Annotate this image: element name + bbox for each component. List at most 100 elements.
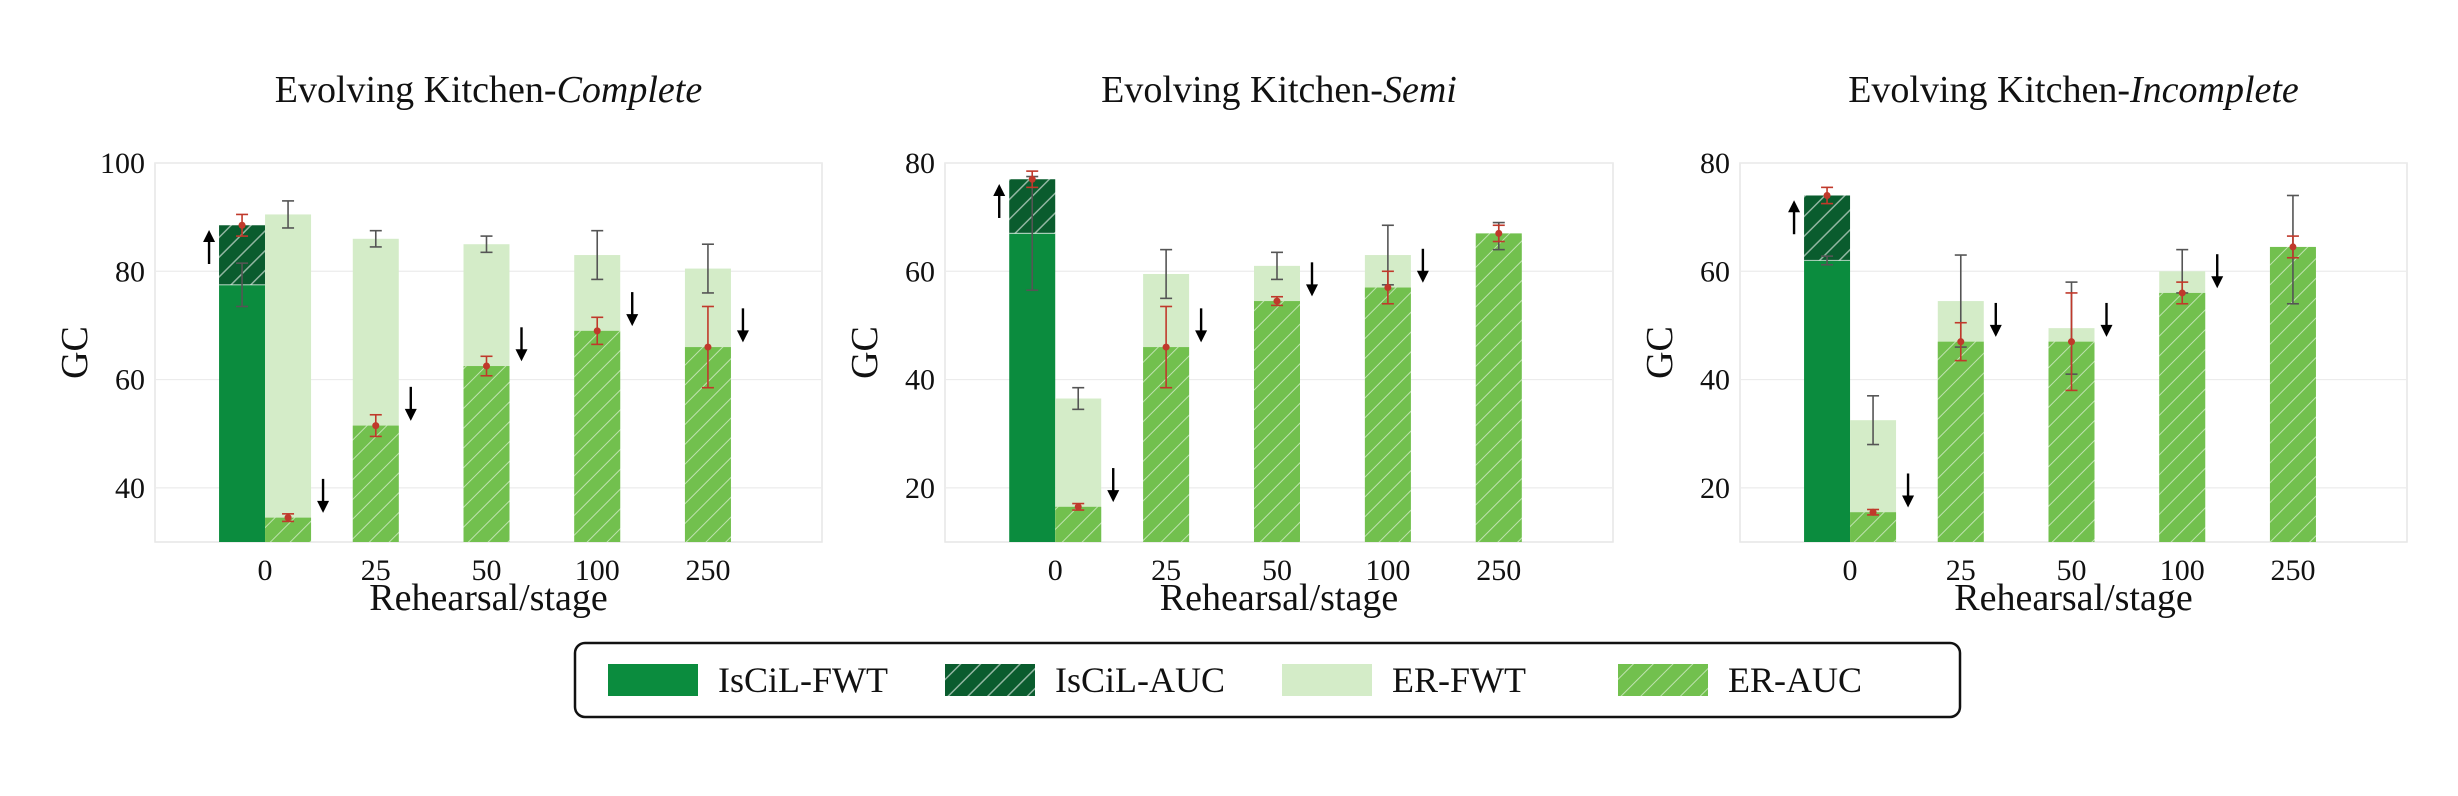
x-tick-label: 250 [2270, 554, 2315, 587]
arrow-er-down [1305, 262, 1318, 297]
bar-er-auc [1475, 233, 1522, 542]
y-tick-label: 40 [115, 472, 145, 505]
error-er-fwt [1072, 386, 1085, 411]
legend-swatch [1618, 664, 1708, 696]
x-tick-label: 50 [471, 554, 501, 587]
bar-iscil-fwt [1804, 260, 1851, 542]
x-tick-label: 0 [258, 554, 273, 587]
error-er-fwt [591, 229, 604, 281]
x-tick-label: 0 [1843, 554, 1858, 587]
error-er-fwt [369, 229, 382, 248]
arrow-head [2211, 276, 2224, 289]
arrow-er-down [1195, 308, 1208, 343]
bar-er-auc [1055, 506, 1102, 542]
arrow-head [203, 230, 216, 243]
x-tick-label: 100 [1365, 554, 1410, 587]
y-tick-label: 60 [1700, 255, 1730, 288]
panel-title-prefix: Evolving Kitchen- [1848, 69, 2130, 111]
point-er-auc [1869, 508, 1877, 516]
bar-er-auc [1937, 341, 1984, 542]
panel-title-italic: Complete [557, 69, 703, 111]
y-axis-label: GC [844, 326, 886, 379]
bar-er-auc [1364, 287, 1411, 542]
point-er-auc [372, 422, 380, 430]
x-axis-label: Rehearsal/stage [369, 577, 607, 619]
bar-er-auc [463, 366, 510, 542]
point-er-auc [593, 327, 601, 335]
bar-er-auc [1253, 301, 1300, 542]
legend-swatch [1282, 664, 1372, 696]
point-er-auc [284, 514, 292, 522]
arrow-head [404, 408, 417, 421]
point-er-auc [2067, 338, 2075, 346]
arrow-iscil-up [993, 183, 1006, 218]
arrow-er-down [404, 386, 417, 421]
x-tick-label: 50 [2056, 554, 2086, 587]
chart-panel-2: 20 40 60 80 Evolving Kitchen-Semi Rehearsal/s… [844, 69, 1614, 619]
arrow-er-down [2100, 302, 2113, 337]
panel-title: Evolving Kitchen-Complete [275, 69, 703, 111]
arrow-er-down [1902, 473, 1915, 508]
arrow-head [1305, 284, 1318, 297]
arrow-er-down [626, 292, 639, 327]
x-tick-label: 25 [1946, 554, 1976, 587]
arrow-head [1195, 330, 1208, 343]
arrow-er-down [1989, 302, 2002, 337]
legend-label: ER-AUC [1728, 660, 1862, 700]
point-er-auc [1495, 229, 1503, 237]
arrow-er-down [317, 478, 330, 513]
bar-er-auc [574, 330, 621, 542]
error-iscil-fwt [236, 262, 249, 308]
y-tick-label: 40 [1700, 364, 1730, 397]
arrow-head [317, 500, 330, 513]
y-tick-label: 60 [905, 255, 935, 288]
legend: IsCiL-FWT IsCiL-AUC ER-FWT ER-AUC [573, 641, 1962, 719]
y-tick-label: 40 [905, 364, 935, 397]
legend-item-er-fwt: ER-FWT [1282, 660, 1526, 700]
y-tick-label: 20 [1700, 472, 1730, 505]
panel-title-prefix: Evolving Kitchen- [1101, 69, 1383, 111]
legend-item-er-auc: ER-AUC [1618, 660, 1862, 700]
point-er-auc [2289, 243, 2297, 251]
point-er-auc [2178, 289, 2186, 297]
x-axis-label: Rehearsal/stage [1954, 577, 2192, 619]
arrow-head [1902, 495, 1915, 508]
legend-item-isciL-fwt: IsCiL-FWT [608, 660, 888, 700]
panel-title: Evolving Kitchen-Semi [1101, 69, 1457, 111]
error-er-fwt [1270, 251, 1283, 281]
arrow-head [1107, 490, 1120, 503]
x-tick-label: 100 [2160, 554, 2205, 587]
y-tick-label: 20 [905, 472, 935, 505]
error-er-fwt [282, 200, 295, 229]
arrow-head [993, 183, 1006, 196]
arrow-head [1788, 200, 1801, 213]
y-tick-label: 60 [115, 364, 145, 397]
y-tick-label: 80 [905, 147, 935, 180]
point-iscil-auc [238, 221, 246, 229]
chart-panel-1: 40 60 80 100 Evolving Kitchen-Complete Rehear… [54, 69, 823, 619]
error-er-fwt [1867, 395, 1880, 446]
arrow-head [1989, 324, 2002, 337]
panel-title-prefix: Evolving Kitchen- [275, 69, 557, 111]
y-tick-label: 80 [1700, 147, 1730, 180]
legend-item-isciL-auc: IsCiL-AUC [945, 660, 1225, 700]
chart-panel-3: 20 40 60 80 Evolving Kitchen-Incomplete Rehea… [1639, 69, 2408, 619]
legend-swatch [945, 664, 1035, 696]
arrow-head [1416, 270, 1429, 283]
x-tick-label: 25 [361, 554, 391, 587]
bar-er-auc [1850, 512, 1897, 542]
error-er-fwt [1160, 248, 1173, 300]
panel-title-italic: Semi [1383, 69, 1457, 111]
x-tick-label: 50 [1262, 554, 1292, 587]
arrow-head [736, 330, 749, 343]
arrow-er-down [515, 327, 528, 362]
bar-er-auc [2159, 292, 2206, 542]
arrow-head [626, 314, 639, 327]
error-er-fwt [701, 243, 714, 294]
point-er-auc [1384, 284, 1392, 292]
arrow-er-down [2211, 254, 2224, 289]
y-axis-label: GC [1639, 326, 1681, 379]
point-er-auc [1957, 338, 1965, 346]
